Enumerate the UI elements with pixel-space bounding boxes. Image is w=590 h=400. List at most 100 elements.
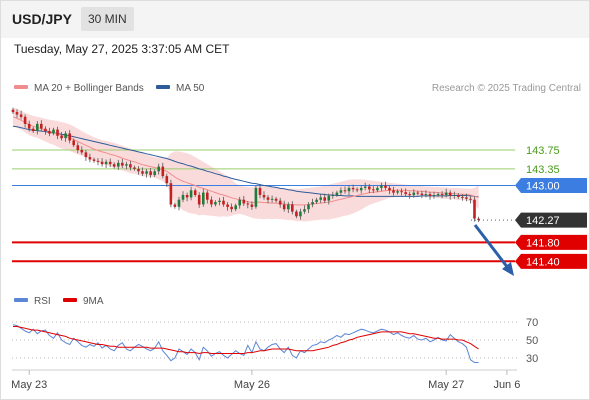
candle-body	[327, 195, 331, 201]
moving-averages-layer	[12, 116, 479, 206]
candle-body	[291, 204, 294, 212]
candle-body	[453, 195, 456, 196]
candle-body	[133, 167, 136, 169]
header-bar: USD/JPY 30 MIN	[1, 1, 589, 38]
candle-body	[23, 116, 27, 124]
x-tick-label: May 23	[11, 379, 47, 391]
candle-body	[254, 187, 258, 207]
bollinger-band-fill	[13, 107, 479, 222]
rsi-line	[12, 324, 479, 363]
candle-body	[323, 197, 326, 201]
candle-body	[282, 204, 286, 210]
candle-body	[234, 205, 237, 210]
candle-body	[311, 202, 314, 205]
candles-layer	[11, 107, 480, 222]
candle-body	[100, 161, 104, 165]
candle-body	[424, 194, 428, 196]
candle-body	[226, 204, 229, 207]
candle-body	[278, 200, 282, 205]
candle-body	[372, 189, 375, 191]
ma50-legend-label: MA 50	[176, 83, 205, 94]
candle-body	[404, 192, 407, 195]
candle-body	[287, 204, 290, 210]
candle-body	[36, 123, 39, 131]
candle-body	[436, 194, 440, 196]
candle-body	[230, 206, 233, 210]
candle-body	[400, 191, 403, 193]
candle-body	[108, 161, 112, 165]
level-labels-layer: 143.75 143.35 143.00 142.27 141.80 141.40	[515, 145, 587, 269]
price-legend: MA 20 + Bollinger Bands MA 50 Research ©…	[14, 83, 581, 94]
candle-body	[428, 194, 432, 196]
candle-body	[189, 190, 193, 198]
timeframe-badge[interactable]: 30 MIN	[81, 7, 134, 31]
level-label-current: 142.27	[526, 215, 560, 227]
forecast-arrow-shaft	[473, 224, 510, 269]
candle-body	[242, 199, 246, 204]
level-tag-current	[515, 212, 587, 228]
candle-body	[48, 131, 51, 134]
candle-body	[368, 186, 371, 190]
x-tick-label: May 26	[234, 379, 270, 391]
candle-body	[129, 164, 132, 168]
candle-body	[161, 166, 165, 177]
candle-body	[68, 133, 71, 141]
candle-body	[363, 186, 367, 188]
candle-body	[416, 192, 420, 194]
candle-body	[315, 199, 318, 203]
candle-body	[420, 193, 424, 195]
credit-label: Research © 2025 Trading Central	[432, 83, 581, 94]
rsi-tick-label: 70	[526, 317, 538, 329]
candle-body	[169, 183, 173, 205]
candle-body	[96, 160, 100, 162]
candle-body	[173, 204, 177, 207]
candle-body	[149, 171, 152, 176]
candle-body	[88, 157, 92, 160]
candle-body	[339, 190, 343, 193]
candle-body	[444, 192, 448, 195]
candle-body	[137, 168, 140, 172]
candle-body	[56, 129, 59, 136]
candle-body	[72, 140, 75, 146]
ma9-swatch	[63, 298, 77, 302]
rsi-ma9-line	[13, 326, 479, 355]
candle-body	[380, 185, 383, 188]
candle-body	[202, 192, 205, 205]
x-axis: May 23 May 26 May 27 Jun 6	[11, 370, 520, 391]
candle-body	[177, 199, 181, 207]
candle-body	[274, 198, 278, 201]
rsi-tick-label: 50	[526, 335, 538, 347]
candle-body	[193, 190, 197, 195]
ma20-line	[12, 116, 479, 206]
candle-body	[266, 197, 270, 200]
ma9-legend-label: 9MA	[83, 296, 104, 307]
candle-body	[210, 199, 213, 205]
candle-body	[347, 187, 351, 192]
candle-body	[117, 162, 120, 167]
candle-body	[473, 199, 476, 219]
forecast-arrow-layer	[473, 224, 514, 276]
candle-body	[469, 198, 472, 200]
candle-body	[185, 195, 189, 198]
candle-body	[461, 196, 464, 198]
candle-body	[396, 191, 399, 193]
forecast-arrow-head	[502, 262, 514, 276]
candle-body	[40, 123, 43, 129]
candle-body	[270, 198, 274, 200]
candle-body	[52, 129, 55, 134]
rsi-tick-label: 30	[526, 353, 538, 365]
candle-body	[477, 218, 480, 221]
candle-body	[331, 195, 335, 196]
rsi-swatch	[14, 298, 28, 302]
candle-body	[307, 204, 310, 210]
level-label-support: 141.40	[526, 256, 560, 268]
candle-body	[351, 187, 355, 190]
candle-body	[92, 159, 96, 161]
candle-body	[448, 192, 452, 196]
rsi-legend: RSI 9MA	[14, 296, 104, 307]
candle-body	[319, 197, 322, 200]
rsi-panel: 70 50 30	[12, 317, 538, 365]
ma20-swatch	[14, 85, 28, 89]
